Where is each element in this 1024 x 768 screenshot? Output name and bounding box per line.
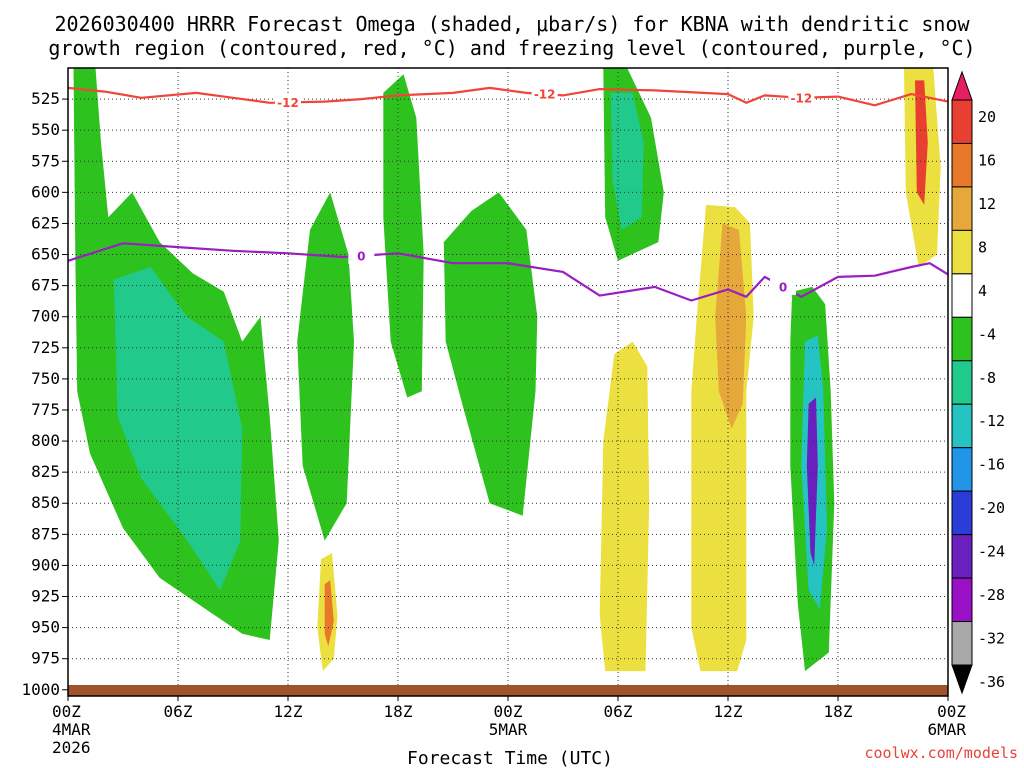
colorbar-label: -32 — [978, 630, 1005, 648]
colorbar-label: -12 — [978, 412, 1005, 430]
y-tick-label: 550 — [31, 120, 60, 139]
x-tick-label: 00Z — [937, 702, 966, 721]
colorbar-label: -20 — [978, 499, 1005, 517]
y-tick-label: 725 — [31, 338, 60, 357]
freezing-level-contour — [67, 242, 949, 302]
y-tick-label: 625 — [31, 213, 60, 232]
colorbar-label: 16 — [978, 151, 996, 169]
colorbar-cell — [951, 273, 973, 318]
colorbar-label: -16 — [978, 456, 1005, 474]
contour-lines: -12 -12 -12 0 0 — [67, 86, 949, 302]
colorbar-bottom-arrow — [951, 664, 973, 695]
colorbar-cell — [951, 621, 973, 666]
colorbar-label: 12 — [978, 195, 996, 213]
y-tick-label: 600 — [31, 182, 60, 201]
colorbar-cell — [951, 99, 973, 144]
x-tick-label: 06Z — [604, 702, 633, 721]
colorbar-cell — [951, 403, 973, 449]
dgz-contour-minus12-label: -12 — [790, 91, 812, 105]
ground-surface — [68, 685, 948, 696]
y-tick-label: 675 — [31, 276, 60, 295]
y-tick-label: 800 — [31, 431, 60, 450]
pressure-axis: 525 550 575 600 625 650 675 700 725 750 775 800 825 8… — [21, 89, 68, 699]
omega-rising-18z-4mar — [383, 74, 424, 398]
freezing-level-contour-label: 0 — [779, 280, 787, 294]
y-tick-label: 900 — [31, 555, 60, 574]
omega-sinking-core-14z — [324, 580, 334, 647]
dgz-contour-minus12-label-bg — [275, 94, 301, 111]
y-tick-label: 775 — [31, 400, 60, 419]
y-tick-label: 975 — [31, 649, 60, 668]
omega-sinking-06z-5mar — [599, 341, 650, 672]
colorbar-label: 8 — [978, 238, 987, 256]
chart-title-line1: 2026030400 HRRR Forecast Omega (shaded, … — [54, 12, 970, 36]
y-tick-label: 575 — [31, 151, 60, 170]
x-tick-label: 06Z — [164, 702, 193, 721]
colorbar-label: -24 — [978, 543, 1005, 561]
x-date-year-label: 2026 — [52, 738, 91, 757]
omega-rising-22z-4mar — [443, 192, 538, 516]
colorbar-label: 4 — [978, 282, 987, 300]
omega-rising-peak-17z — [806, 397, 818, 566]
x-tick-label: 18Z — [824, 702, 853, 721]
omega-rising-14z-4mar — [297, 192, 354, 541]
y-tick-label: 750 — [31, 369, 60, 388]
y-tick-label: 825 — [31, 462, 60, 481]
colorbar-label: -8 — [978, 369, 996, 387]
colorbar-label: 20 — [978, 108, 996, 126]
y-tick-label: 850 — [31, 493, 60, 512]
colorbar-cell — [951, 229, 973, 275]
x-date-label: 4MAR — [52, 720, 91, 739]
omega-colorbar: 20 16 12 8 4 -4 -8 -12 -16 -20 -24 -28 -32 -36 — [951, 70, 1005, 695]
x-tick-label: 12Z — [714, 702, 743, 721]
y-tick-label: 525 — [31, 89, 60, 108]
y-tick-label: 875 — [31, 524, 60, 543]
x-axis-title: Forecast Time (UTC) — [407, 748, 613, 768]
colorbar-cell — [951, 186, 973, 231]
colorbar-cell — [951, 142, 973, 188]
y-tick-label: 925 — [31, 587, 60, 606]
omega-rising-core-02z — [610, 92, 644, 230]
dgz-contour-minus12-label-bg — [788, 89, 815, 106]
colorbar-cell — [951, 360, 973, 405]
dotted-gridlines — [67, 68, 949, 696]
dgz-contour-minus12-label: -12 — [277, 96, 299, 110]
colorbar-cell — [951, 534, 973, 579]
x-tick-label: 00Z — [494, 702, 523, 721]
x-date-label: 5MAR — [489, 720, 528, 739]
dgz-contour-minus12-label-bg — [531, 86, 558, 103]
freezing-level-contour-label-bg — [770, 278, 796, 295]
freezing-level-contour-label-bg — [348, 247, 375, 264]
colorbar-cell — [951, 577, 973, 623]
x-date-label: 6MAR — [927, 720, 966, 739]
y-tick-label: 650 — [31, 245, 60, 264]
freezing-level-contour-label: 0 — [357, 249, 365, 263]
colorbar-label: -4 — [978, 325, 996, 343]
dgz-contour-minus12-label: -12 — [534, 88, 556, 102]
colorbar-cell — [951, 490, 973, 536]
colorbar-label: -36 — [978, 673, 1005, 691]
chart-title-line2: growth region (contoured, red, °C) and f… — [48, 36, 975, 60]
omega-sinking-core-23z — [915, 80, 928, 205]
y-tick-label: 700 — [31, 307, 60, 326]
omega-shaded-regions — [73, 68, 941, 672]
colorbar-cell — [951, 316, 973, 362]
y-tick-label: 1000 — [21, 680, 60, 699]
colorbar-cell — [951, 447, 973, 492]
plot-area: -12 -12 -12 0 0 — [67, 67, 949, 697]
omega-sinking-strong-12z — [715, 223, 747, 429]
credit-text: coolwx.com/models — [864, 744, 1018, 762]
y-tick-label: 950 — [31, 618, 60, 637]
colorbar-top-arrow — [951, 70, 973, 101]
x-tick-label: 12Z — [274, 702, 303, 721]
x-tick-label: 18Z — [384, 702, 413, 721]
colorbar-label: -28 — [978, 586, 1005, 604]
x-tick-label: 00Z — [52, 702, 81, 721]
